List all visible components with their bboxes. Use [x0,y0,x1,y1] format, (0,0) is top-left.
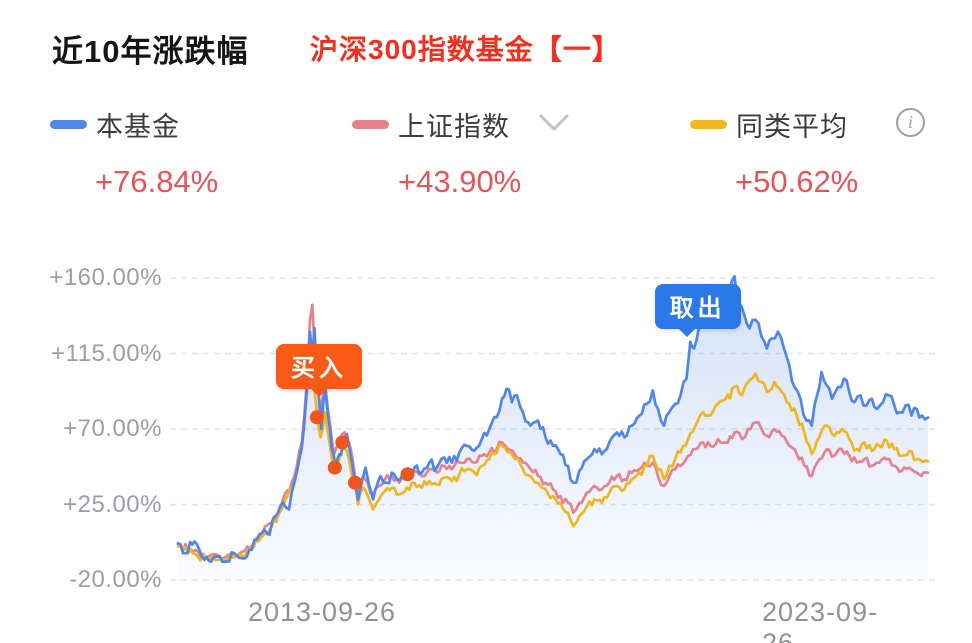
buy-annotation-pointer [310,388,328,398]
withdraw-annotation-pointer [678,327,697,337]
legend-label-index[interactable]: 上证指数 [398,112,510,142]
y-axis-tick-label: +25.00% [63,490,162,518]
y-axis: +160.00% +115.00% +70.00% +25.00% -20.00% [40,0,162,643]
legend-value-peers: +50.62% [735,164,859,199]
legend-value-index: +43.90% [398,164,522,199]
legend-label-fund[interactable]: 本基金 [96,112,180,142]
page-title: 近10年涨跌幅 [52,34,249,69]
fund-area-fill [178,276,928,580]
y-axis-tick-label: +115.00% [51,339,162,367]
info-icon[interactable]: i [896,108,925,137]
legend-dash-fund [50,120,87,129]
buy-annotation-label: 买入 [291,355,347,383]
legend-label-peers[interactable]: 同类平均 [736,112,848,142]
buy-annotation-badge[interactable]: 买入 [276,344,362,398]
legend-value-fund: +76.84% [95,164,219,199]
legend-dash-peers [690,120,727,129]
withdraw-annotation-badge[interactable]: 取出 [654,283,741,337]
buy-point-marker [400,467,415,482]
buy-point-marker [309,410,324,425]
legend-dash-index [352,120,389,129]
y-axis-tick-label: +70.00% [63,415,162,442]
buy-point-marker [348,475,362,490]
series-line-0 [176,274,930,564]
buy-point-marker [327,460,342,475]
x-axis-label-end: 2023-09-26 [762,597,879,643]
chevron-down-icon[interactable] [537,113,571,133]
fund-name-subtitle: 沪深300指数基金【一】 [310,34,621,65]
y-axis-tick-label: +160.00% [49,264,162,291]
y-axis-tick-label: -20.00% [69,566,162,593]
buy-point-marker [335,435,350,450]
x-axis-label-start: 2013-09-26 [247,597,397,627]
withdraw-annotation-label: 取出 [669,294,726,322]
